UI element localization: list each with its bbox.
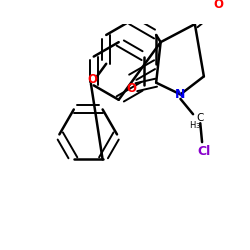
Text: O: O: [127, 82, 137, 96]
Text: N: N: [175, 88, 186, 101]
Text: Cl: Cl: [197, 145, 210, 158]
Text: H: H: [189, 120, 195, 130]
Text: C: C: [196, 113, 204, 123]
Text: O: O: [213, 0, 223, 11]
Text: 3: 3: [195, 123, 200, 129]
Text: O: O: [88, 74, 98, 86]
